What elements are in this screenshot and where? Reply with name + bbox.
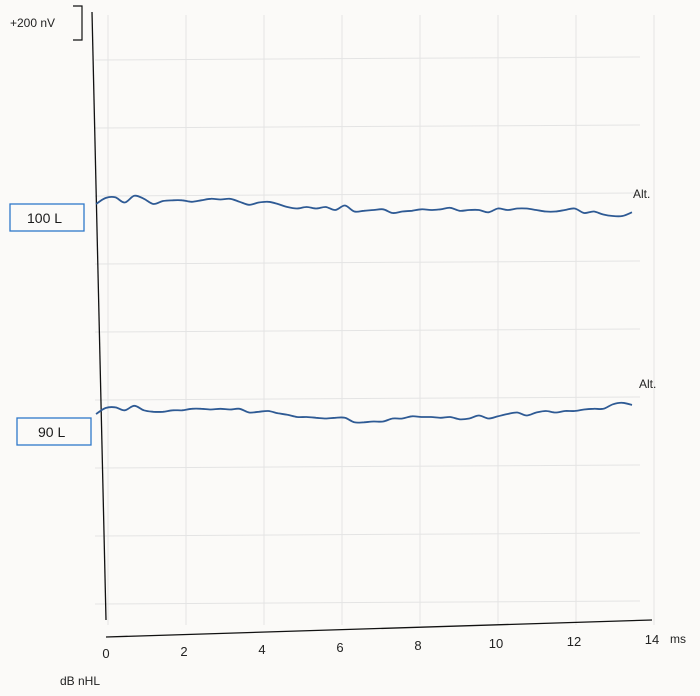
grid-horizontal — [94, 396, 641, 401]
x-tick-label: 6 — [336, 640, 343, 655]
y-axis — [91, 11, 107, 621]
scale-bar — [73, 5, 83, 41]
grid-horizontal — [94, 532, 641, 537]
x-tick-label: 14 — [645, 632, 659, 647]
x-tick-label: 10 — [489, 636, 503, 651]
grid-horizontal — [94, 192, 641, 197]
grid-horizontal — [94, 124, 641, 129]
x-axis — [105, 619, 653, 638]
level-box-90 — [16, 417, 92, 446]
x-tick-label: 4 — [258, 642, 265, 657]
trace-100-l — [95, 194, 633, 218]
x-tick-label: 12 — [567, 634, 581, 649]
level-label-90: 90 L — [38, 424, 65, 440]
x-tick-label: 2 — [180, 644, 187, 659]
x-tick-labels: 0 2 4 6 8 10 12 14 — [102, 632, 659, 661]
x-tick-label: 8 — [414, 638, 421, 653]
trace-90-l — [95, 401, 633, 424]
y-axis-unit: dB nHL — [60, 674, 100, 688]
scale-bar-label: +200 nV — [10, 16, 55, 30]
grid-horizontal — [94, 56, 641, 61]
level-box-100 — [9, 203, 85, 232]
grid-horizontal — [94, 464, 641, 469]
level-label-100: 100 L — [27, 210, 62, 226]
grid-lines — [94, 15, 655, 625]
trace-label-90: Alt. — [639, 377, 656, 391]
x-axis-unit: ms — [670, 632, 686, 646]
grid-horizontal — [94, 260, 641, 265]
grid-horizontal — [94, 600, 641, 605]
grid-horizontal — [94, 328, 641, 333]
x-tick-label: 0 — [102, 646, 109, 661]
trace-label-100: Alt. — [633, 187, 650, 201]
